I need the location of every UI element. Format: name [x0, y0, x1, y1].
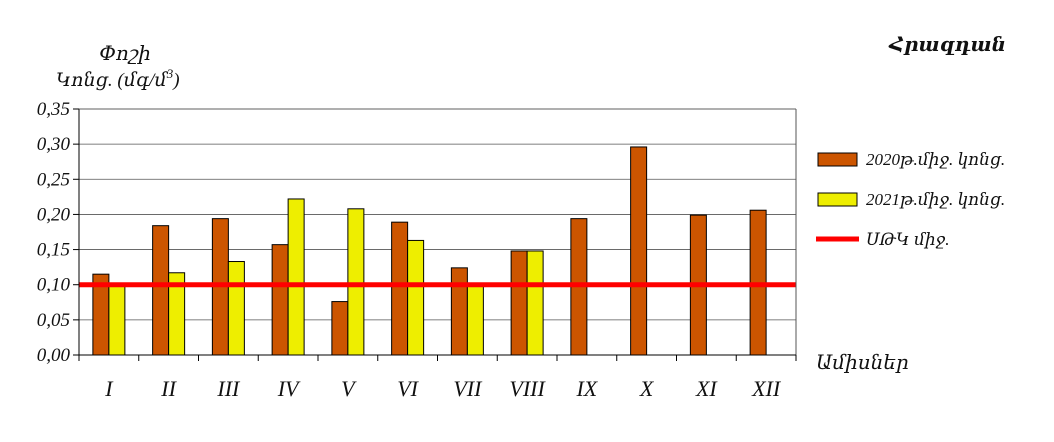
y-axis-label-main: Կոնց. (մգ/մ — [56, 70, 168, 91]
chart-title: Հրազդան — [888, 34, 1006, 56]
y-tick-label: 0,30 — [37, 134, 71, 155]
x-tick-label: VIII — [509, 376, 546, 401]
y-tick-label: 0,20 — [37, 204, 71, 225]
y-tick-labels: 0,00 0,05 0,10 0,15 0,20 0,25 0,30 0,35 — [37, 99, 71, 366]
bar — [271, 244, 289, 356]
bar — [526, 250, 544, 356]
bar — [407, 239, 425, 356]
bar — [347, 208, 365, 356]
bar — [287, 198, 305, 356]
bar — [466, 284, 484, 356]
legend: 2020թ.միջ. կոնց. 2021թ.միջ. կոնց. ՍԹԿ միջ. — [816, 150, 1005, 249]
legend-swatch — [817, 192, 858, 207]
legend-label: ՍԹԿ միջ. — [866, 230, 949, 249]
x-tick-labels: I II III IV V VI VII VIII IX X XI XII — [104, 376, 782, 401]
x-tick-label: XII — [751, 376, 782, 401]
x-tick-label: I — [104, 376, 114, 401]
axes — [73, 108, 797, 361]
y-tick-label: 0,15 — [37, 240, 70, 261]
x-tick-label: VII — [453, 376, 483, 401]
bar — [227, 261, 245, 356]
y-axis-label-line1: Փոշի — [99, 43, 151, 65]
y-tick-label: 0,10 — [37, 275, 71, 296]
bar — [450, 267, 468, 356]
bars — [92, 146, 767, 356]
y-axis-label-sup: 3 — [166, 66, 174, 81]
y-tick-label: 0,25 — [37, 169, 70, 190]
bar — [391, 221, 409, 356]
x-tick-label: X — [639, 376, 655, 401]
y-axis-label-line2: Կոնց. (մգ/մ3) — [56, 66, 180, 91]
y-tick-label: 0,35 — [37, 99, 70, 120]
bar — [152, 225, 170, 356]
legend-swatch — [817, 152, 858, 167]
grid-lines — [79, 108, 796, 321]
bar — [630, 146, 648, 356]
y-tick-label: 0,05 — [37, 310, 70, 331]
bar — [510, 250, 528, 356]
x-tick-label: IX — [575, 376, 598, 401]
x-tick-label: IV — [277, 376, 301, 401]
x-axis-label: Ամիսներ — [816, 352, 909, 374]
y-tick-label: 0,00 — [37, 345, 71, 366]
legend-label: 2021թ.միջ. կոնց. — [866, 190, 1005, 209]
bar — [108, 284, 126, 356]
x-tick-label: VI — [397, 376, 419, 401]
legend-label: 2020թ.միջ. կոնց. — [866, 150, 1005, 169]
x-tick-label: XI — [695, 376, 718, 401]
bar — [331, 301, 349, 356]
y-axis-label-close: ) — [172, 70, 179, 91]
x-tick-label: V — [341, 376, 357, 401]
x-tick-label: II — [160, 376, 177, 401]
x-tick-label: III — [216, 376, 241, 401]
